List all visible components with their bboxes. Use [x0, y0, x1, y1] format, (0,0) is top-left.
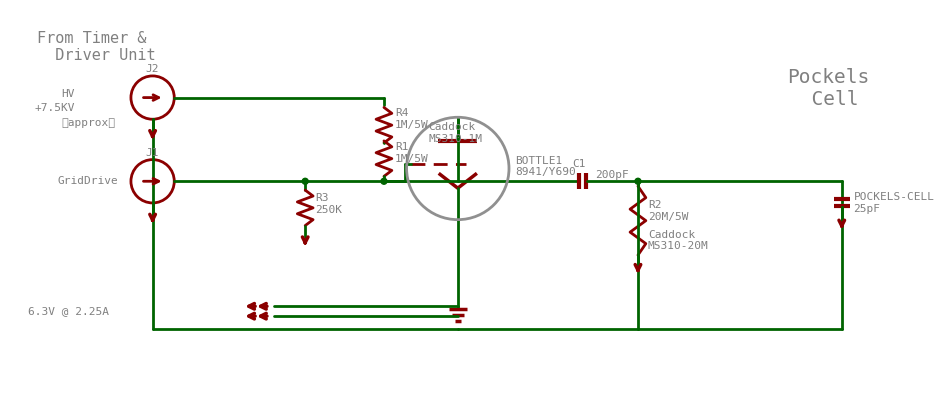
Text: R3
250K: R3 250K [315, 193, 342, 215]
Text: C1: C1 [572, 160, 585, 169]
Text: POCKELS-CELL
25pF: POCKELS-CELL 25pF [853, 192, 935, 214]
Text: （approx）: （approx） [61, 118, 115, 128]
Text: Caddock
MS310-20M: Caddock MS310-20M [648, 230, 709, 251]
Text: +7.5KV: +7.5KV [34, 103, 75, 113]
Text: Caddock
MS310-1M: Caddock MS310-1M [428, 122, 483, 144]
Text: J1: J1 [146, 148, 160, 158]
Circle shape [302, 178, 308, 184]
Text: R4
1M/5W: R4 1M/5W [395, 109, 428, 130]
Text: GridDrive: GridDrive [57, 176, 118, 186]
Text: Pockels
  Cell: Pockels Cell [788, 68, 870, 109]
Text: J2: J2 [146, 64, 160, 74]
Text: 200pF: 200pF [595, 170, 628, 180]
Text: R1
1M/5W: R1 1M/5W [395, 142, 428, 164]
Text: HV: HV [62, 89, 75, 99]
Circle shape [381, 178, 387, 184]
Text: BOTTLE1
8941/Y690: BOTTLE1 8941/Y690 [515, 156, 576, 177]
Text: From Timer &
  Driver Unit: From Timer & Driver Unit [37, 30, 156, 63]
Text: R2
20M/5W: R2 20M/5W [648, 200, 689, 222]
Text: 6.3V @ 2.25A: 6.3V @ 2.25A [28, 306, 108, 316]
Circle shape [635, 178, 641, 184]
